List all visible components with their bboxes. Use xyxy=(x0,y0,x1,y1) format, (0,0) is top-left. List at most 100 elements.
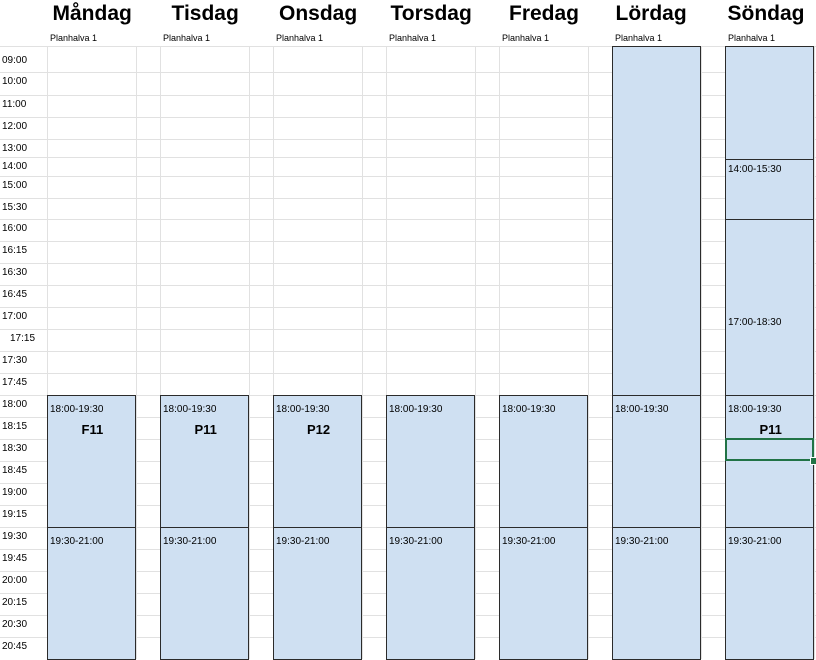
day-header: Söndag xyxy=(727,2,805,25)
booking-block[interactable]: 19:30-21:00 xyxy=(499,527,588,660)
block-time: 17:00-18:30 xyxy=(728,317,782,328)
time-label: 18:30 xyxy=(2,443,28,454)
time-label: 16:30 xyxy=(2,267,28,278)
day-subheader: Planhalva 1 xyxy=(502,33,550,43)
day-subheader: Planhalva 1 xyxy=(615,33,663,43)
time-label: 17:30 xyxy=(2,355,28,366)
time-label: 20:00 xyxy=(2,575,28,586)
row-gridline xyxy=(0,307,816,308)
day-subheader: Planhalva 1 xyxy=(728,33,776,43)
time-label: 19:30 xyxy=(2,531,28,542)
day-header: Fredag xyxy=(509,2,580,25)
row-gridline xyxy=(0,241,816,242)
time-label: 15:30 xyxy=(2,202,28,213)
time-label: 09:00 xyxy=(2,55,28,66)
block-time: 18:00-19:30 xyxy=(276,404,330,415)
column-gridline xyxy=(588,46,589,659)
block-time: 19:30-21:00 xyxy=(728,536,782,547)
day-header: Tisdag xyxy=(171,2,239,25)
row-gridline xyxy=(0,329,816,330)
column-gridline xyxy=(701,46,702,659)
time-label: 12:00 xyxy=(2,121,28,132)
time-label: 20:30 xyxy=(2,619,28,630)
column-gridline xyxy=(273,46,274,659)
time-label: 13:00 xyxy=(2,143,28,154)
time-label: 18:00 xyxy=(2,399,28,410)
time-label: 19:15 xyxy=(2,509,28,520)
booking-block[interactable]: 14:00-15:30 xyxy=(725,159,814,220)
booking-block[interactable]: 18:00-19:30 xyxy=(386,395,475,528)
column-gridline xyxy=(475,46,476,659)
row-gridline xyxy=(0,46,816,47)
booking-block[interactable]: 18:00-19:30 P11 xyxy=(160,395,249,528)
booking-block[interactable]: 17:00-18:30 xyxy=(725,219,814,396)
time-label: 20:15 xyxy=(2,597,28,608)
row-gridline xyxy=(0,198,816,199)
block-code: P11 xyxy=(194,422,217,437)
row-gridline xyxy=(0,72,816,73)
booking-block[interactable]: 18:00-19:30 P12 xyxy=(273,395,362,528)
column-gridline xyxy=(47,46,48,659)
time-label: 16:45 xyxy=(2,289,28,300)
block-time: 18:00-19:30 xyxy=(502,404,556,415)
time-label: 19:45 xyxy=(2,553,28,564)
time-label: 15:00 xyxy=(2,180,28,191)
block-time: 18:00-19:30 xyxy=(615,404,669,415)
time-label: 19:00 xyxy=(2,487,28,498)
time-label: 17:15 xyxy=(10,333,36,344)
row-gridline xyxy=(0,139,816,140)
time-label: 16:00 xyxy=(2,223,28,234)
booking-block[interactable] xyxy=(612,46,701,396)
fill-handle[interactable] xyxy=(810,457,816,465)
booking-block[interactable]: 18:00-19:30 F11 xyxy=(47,395,136,528)
day-header: Lördag xyxy=(615,2,687,25)
column-gridline xyxy=(386,46,387,659)
column-gridline xyxy=(814,46,815,659)
time-label: 18:45 xyxy=(2,465,28,476)
booking-block[interactable] xyxy=(725,46,814,160)
block-code: F11 xyxy=(81,422,104,437)
row-gridline xyxy=(0,95,816,96)
block-time: 19:30-21:00 xyxy=(163,536,217,547)
booking-block[interactable]: 18:00-19:30 P11 xyxy=(725,395,814,528)
booking-block[interactable]: 19:30-21:00 xyxy=(273,527,362,660)
row-gridline xyxy=(0,176,816,177)
booking-block[interactable]: 19:30-21:00 xyxy=(160,527,249,660)
block-time: 19:30-21:00 xyxy=(615,536,669,547)
block-time: 19:30-21:00 xyxy=(502,536,556,547)
row-gridline xyxy=(0,219,816,220)
booking-block[interactable]: 19:30-21:00 xyxy=(612,527,701,660)
block-time: 19:30-21:00 xyxy=(389,536,443,547)
block-time: 14:00-15:30 xyxy=(728,164,782,175)
block-time: 18:00-19:30 xyxy=(50,404,104,415)
booking-block[interactable]: 19:30-21:00 xyxy=(725,527,814,660)
column-gridline xyxy=(136,46,137,659)
booking-block[interactable]: 18:00-19:30 xyxy=(612,395,701,528)
time-label: 17:45 xyxy=(2,377,28,388)
column-gridline xyxy=(499,46,500,659)
column-gridline xyxy=(160,46,161,659)
time-label: 14:00 xyxy=(2,161,28,172)
block-code: P11 xyxy=(759,422,782,437)
row-gridline xyxy=(0,157,816,158)
block-time: 19:30-21:00 xyxy=(276,536,330,547)
selected-cell[interactable] xyxy=(725,438,814,461)
booking-block[interactable]: 18:00-19:30 xyxy=(499,395,588,528)
block-time: 19:30-21:00 xyxy=(50,536,104,547)
day-subheader: Planhalva 1 xyxy=(50,33,98,43)
day-subheader: Planhalva 1 xyxy=(276,33,324,43)
column-gridline xyxy=(362,46,363,659)
block-time: 18:00-19:30 xyxy=(728,404,782,415)
booking-block[interactable]: 19:30-21:00 xyxy=(386,527,475,660)
block-time: 18:00-19:30 xyxy=(389,404,443,415)
day-header: Torsdag xyxy=(390,2,472,25)
column-gridline xyxy=(249,46,250,659)
time-label: 11:00 xyxy=(2,99,27,110)
row-gridline xyxy=(0,351,816,352)
day-header: Måndag xyxy=(52,2,132,25)
block-time: 18:00-19:30 xyxy=(163,404,217,415)
day-header: Onsdag xyxy=(279,2,358,25)
day-subheader: Planhalva 1 xyxy=(389,33,437,43)
booking-block[interactable]: 19:30-21:00 xyxy=(47,527,136,660)
time-label: 16:15 xyxy=(2,245,28,256)
